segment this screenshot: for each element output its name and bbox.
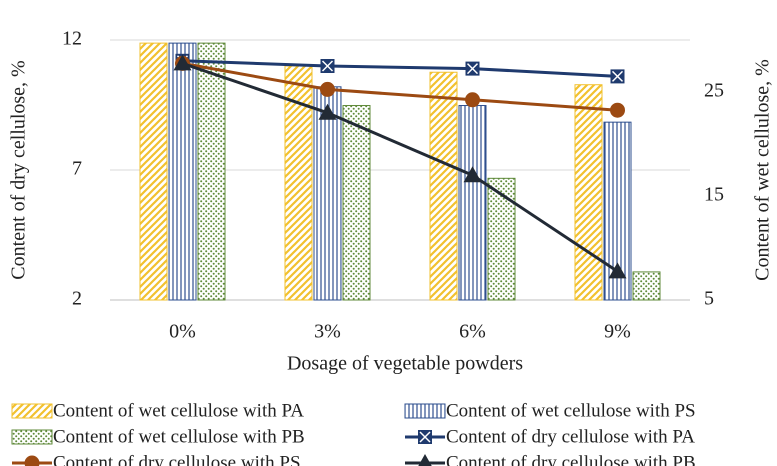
y2-tick-label: 15: [704, 184, 724, 206]
bar: [197, 42, 226, 301]
y2-tick-label: 25: [704, 80, 724, 102]
bar: [429, 71, 458, 301]
y2-tick-label: 5: [704, 288, 714, 310]
marker: [610, 102, 625, 118]
marker-x: [466, 63, 479, 75]
legend-label: Content of dry cellulose with PA: [446, 426, 695, 447]
y-axis-title: Content of dry cellulose, %: [8, 60, 30, 279]
marker: [320, 59, 335, 73]
line: [182, 59, 618, 78]
legend-swatch: [11, 403, 53, 419]
x-tick-label: 6%: [459, 321, 486, 343]
y-tick-label: 7: [72, 158, 82, 180]
y-tick-label: 2: [72, 288, 82, 310]
bar: [313, 86, 342, 301]
bar: [139, 42, 168, 301]
marker: [418, 430, 432, 444]
legend-label: Content of wet cellulose with PA: [53, 400, 304, 421]
x-axis-title: Dosage of vegetable powders: [287, 353, 523, 375]
y2-axis-title: Content of wet cellulose, %: [752, 59, 774, 281]
marker-x: [611, 70, 624, 82]
marker: [24, 455, 40, 466]
marker-x: [419, 431, 431, 443]
line: [182, 61, 618, 112]
legend-label: Content of wet cellulose with PS: [446, 400, 696, 421]
bar: [487, 177, 516, 301]
x-tick-label: 9%: [604, 321, 631, 343]
marker: [465, 61, 480, 76]
line: [182, 61, 619, 273]
marker: [173, 54, 192, 71]
marker: [610, 69, 625, 84]
marker-x: [321, 60, 334, 72]
bar: [342, 105, 371, 301]
marker: [318, 103, 337, 120]
legend-label: Content of dry cellulose with PB: [446, 452, 696, 466]
legend-swatch: [404, 403, 446, 419]
legend-label: Content of dry cellulose with PS: [53, 452, 301, 466]
marker: [418, 454, 432, 466]
x-tick-label: 0%: [169, 321, 196, 343]
bar: [458, 105, 487, 301]
legend-label: Content of wet cellulose with PB: [53, 426, 305, 447]
x-tick-label: 3%: [314, 321, 341, 343]
bar: [574, 84, 603, 301]
marker: [463, 166, 482, 183]
y-tick-label: 12: [62, 28, 82, 50]
bar: [632, 271, 661, 301]
marker: [465, 92, 480, 108]
legend-swatch: [11, 429, 53, 445]
marker: [608, 262, 627, 279]
marker: [320, 81, 335, 97]
bar: [168, 42, 197, 301]
